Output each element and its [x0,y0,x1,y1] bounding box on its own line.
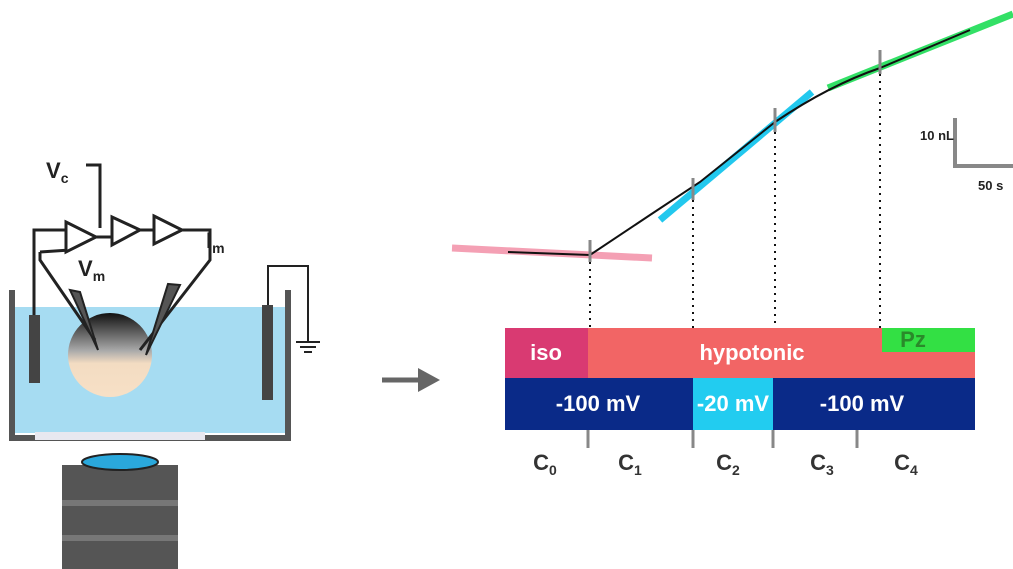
phase-label: C0 [533,450,557,478]
phase-label: C4 [894,450,918,478]
hypotonic-label: hypotonic [699,340,804,365]
label-im: Im [206,228,225,256]
voltage-label: -100 mV [556,391,641,416]
voltage-label: -100 mV [820,391,905,416]
apparatus [12,165,320,569]
scale-time: 50 s [978,178,1003,193]
voltage-label: -20 mV [697,391,769,416]
phase-label: C1 [618,450,642,478]
trace [452,14,1013,328]
pz-label: Pz [900,327,926,352]
label-vm: Vm [78,256,105,284]
figure: Vc Vm Im 10 nL 50 s iso hypotonic Pz -10… [0,0,1013,569]
arrowhead [418,368,440,392]
phase-label: C3 [810,450,834,478]
label-vc: Vc [46,158,69,186]
phase-ticks [588,430,857,448]
phase-label: C2 [716,450,740,478]
iso-label: iso [530,340,562,365]
pz-segment [882,328,975,352]
scale-volume: 10 nL [920,128,954,143]
